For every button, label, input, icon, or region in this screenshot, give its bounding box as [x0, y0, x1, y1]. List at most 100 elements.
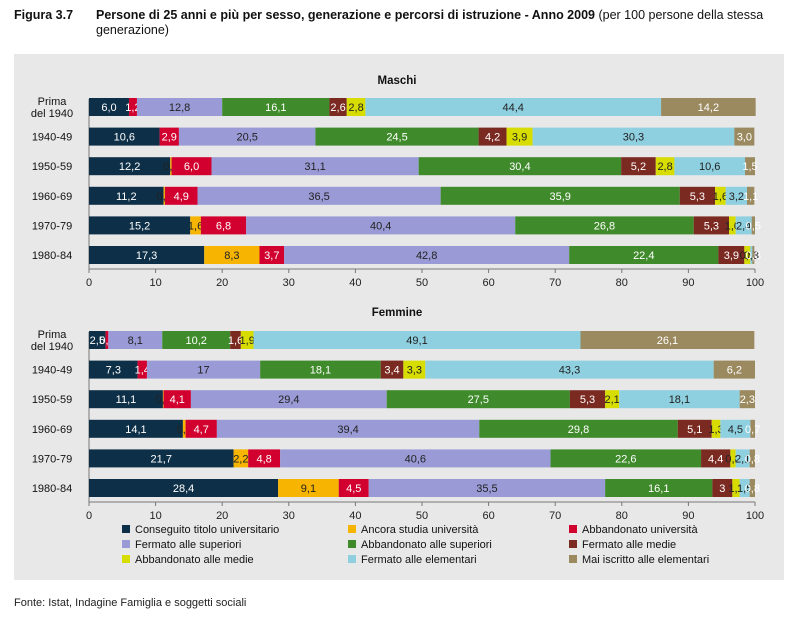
data-label: 8,1 — [128, 335, 143, 347]
bar-segment — [569, 390, 606, 409]
data-label: 11,2 — [116, 191, 137, 203]
bar-segment — [713, 360, 755, 379]
bar-segment — [146, 360, 261, 379]
bar-segment — [89, 449, 234, 468]
category-label: Prima del 1940 — [31, 96, 73, 120]
legend-swatch — [348, 540, 356, 548]
data-label: 1,6 — [228, 335, 243, 347]
data-label: 3,9 — [512, 132, 527, 144]
data-label: 3,4 — [384, 365, 399, 377]
data-label: 1,4 — [135, 365, 150, 377]
data-label: 10,6 — [699, 161, 720, 173]
data-label: 2,3 — [740, 394, 755, 406]
bar-segment — [386, 390, 570, 409]
bar-segment — [605, 390, 620, 409]
bar-segment — [729, 216, 736, 235]
legend-swatch — [122, 555, 130, 563]
data-label: 0,3 — [744, 250, 759, 262]
data-label: 1,5 — [737, 483, 752, 495]
legend-label: Abbandonato alle superiori — [361, 539, 492, 551]
data-label: 5,2 — [631, 161, 646, 173]
bar-segment — [346, 98, 366, 116]
data-label: 6,2 — [727, 365, 742, 377]
data-label: 40,6 — [405, 453, 426, 465]
bar-segment — [162, 331, 231, 349]
bar-segment — [105, 331, 109, 349]
data-label: 26,8 — [594, 220, 615, 232]
bar-segment — [720, 419, 751, 438]
data-label: 30,3 — [623, 132, 644, 144]
x-tick-label: 0 — [86, 510, 92, 522]
bar-segment — [278, 479, 339, 497]
data-label: 29,8 — [568, 424, 589, 436]
legend-swatch — [122, 525, 130, 533]
data-label: 12,2 — [119, 161, 140, 173]
data-label: 1,2 — [125, 102, 140, 114]
data-label: 6,8 — [216, 220, 231, 232]
bar-segment — [679, 186, 716, 205]
bar-segment — [89, 246, 205, 264]
x-tick-label: 90 — [682, 277, 694, 289]
x-tick-label: 50 — [416, 277, 428, 289]
data-label: 26,1 — [657, 335, 678, 347]
bar-segment — [739, 479, 750, 497]
category-label: 1960-69 — [32, 191, 72, 203]
bar-segment — [735, 449, 750, 468]
bar-segment — [164, 186, 198, 205]
x-tick-label: 60 — [482, 510, 494, 522]
bar-segment — [506, 127, 533, 146]
figure-title-main: Persone di 25 anni e più per sesso, gene… — [96, 8, 595, 22]
data-label: 3,9 — [724, 250, 739, 262]
data-label: 4,8 — [257, 453, 272, 465]
x-tick-label: 10 — [149, 510, 161, 522]
x-tick-label: 40 — [349, 277, 361, 289]
x-tick-label: 60 — [482, 277, 494, 289]
x-tick-label: 30 — [283, 277, 295, 289]
bar-segment — [747, 186, 755, 205]
bar-segment — [315, 127, 479, 146]
x-tick-label: 100 — [746, 510, 764, 522]
bar-segment — [751, 216, 755, 235]
bar-segment — [661, 98, 756, 116]
data-label: 44,4 — [503, 102, 524, 114]
bar-segment — [280, 449, 551, 468]
data-label: 17,3 — [136, 250, 157, 262]
bar-segment — [170, 157, 172, 176]
data-label: 35,9 — [549, 191, 570, 203]
data-label: 18,1 — [310, 365, 331, 377]
bar-segment — [240, 331, 254, 349]
bar-segment — [89, 186, 164, 205]
data-label: 22,4 — [633, 250, 654, 262]
data-label: 5,3 — [704, 220, 719, 232]
x-tick-label: 20 — [216, 277, 228, 289]
data-label: 4,5 — [346, 483, 361, 495]
bar-segment — [701, 449, 731, 468]
data-label: 30,4 — [509, 161, 530, 173]
bar-segment — [216, 419, 480, 438]
data-label: 10,6 — [114, 132, 135, 144]
bar-segment — [211, 157, 419, 176]
bar-segment — [182, 419, 186, 438]
data-label: 2,5 — [90, 335, 105, 347]
x-tick-label: 10 — [149, 277, 161, 289]
data-label: 28,4 — [173, 483, 194, 495]
data-label: 2,8 — [657, 161, 672, 173]
bar-segment — [89, 331, 106, 349]
legend-label: Abbandonato alle medie — [135, 554, 254, 566]
data-label: 0,5 — [746, 220, 761, 232]
legend-label: Ancora studia università — [361, 524, 479, 536]
legend-swatch — [348, 555, 356, 563]
bar-segment — [89, 127, 160, 146]
category-label: 1950-59 — [32, 394, 72, 406]
data-label: 4,4 — [708, 453, 723, 465]
chart-panel: Maschi 0 10 20 30 40 50 60 70 80 90 100 Prima del 194… — [14, 54, 784, 580]
bar-segment — [725, 186, 748, 205]
bar-segment — [253, 331, 581, 349]
data-label: 0,3 — [746, 250, 761, 262]
figure-title: Persone di 25 anni e più per sesso, gene… — [96, 8, 786, 38]
panel-title: Maschi — [378, 75, 417, 87]
bar-segment — [89, 157, 171, 176]
bar-segment — [440, 186, 680, 205]
bar-segment — [136, 98, 223, 116]
